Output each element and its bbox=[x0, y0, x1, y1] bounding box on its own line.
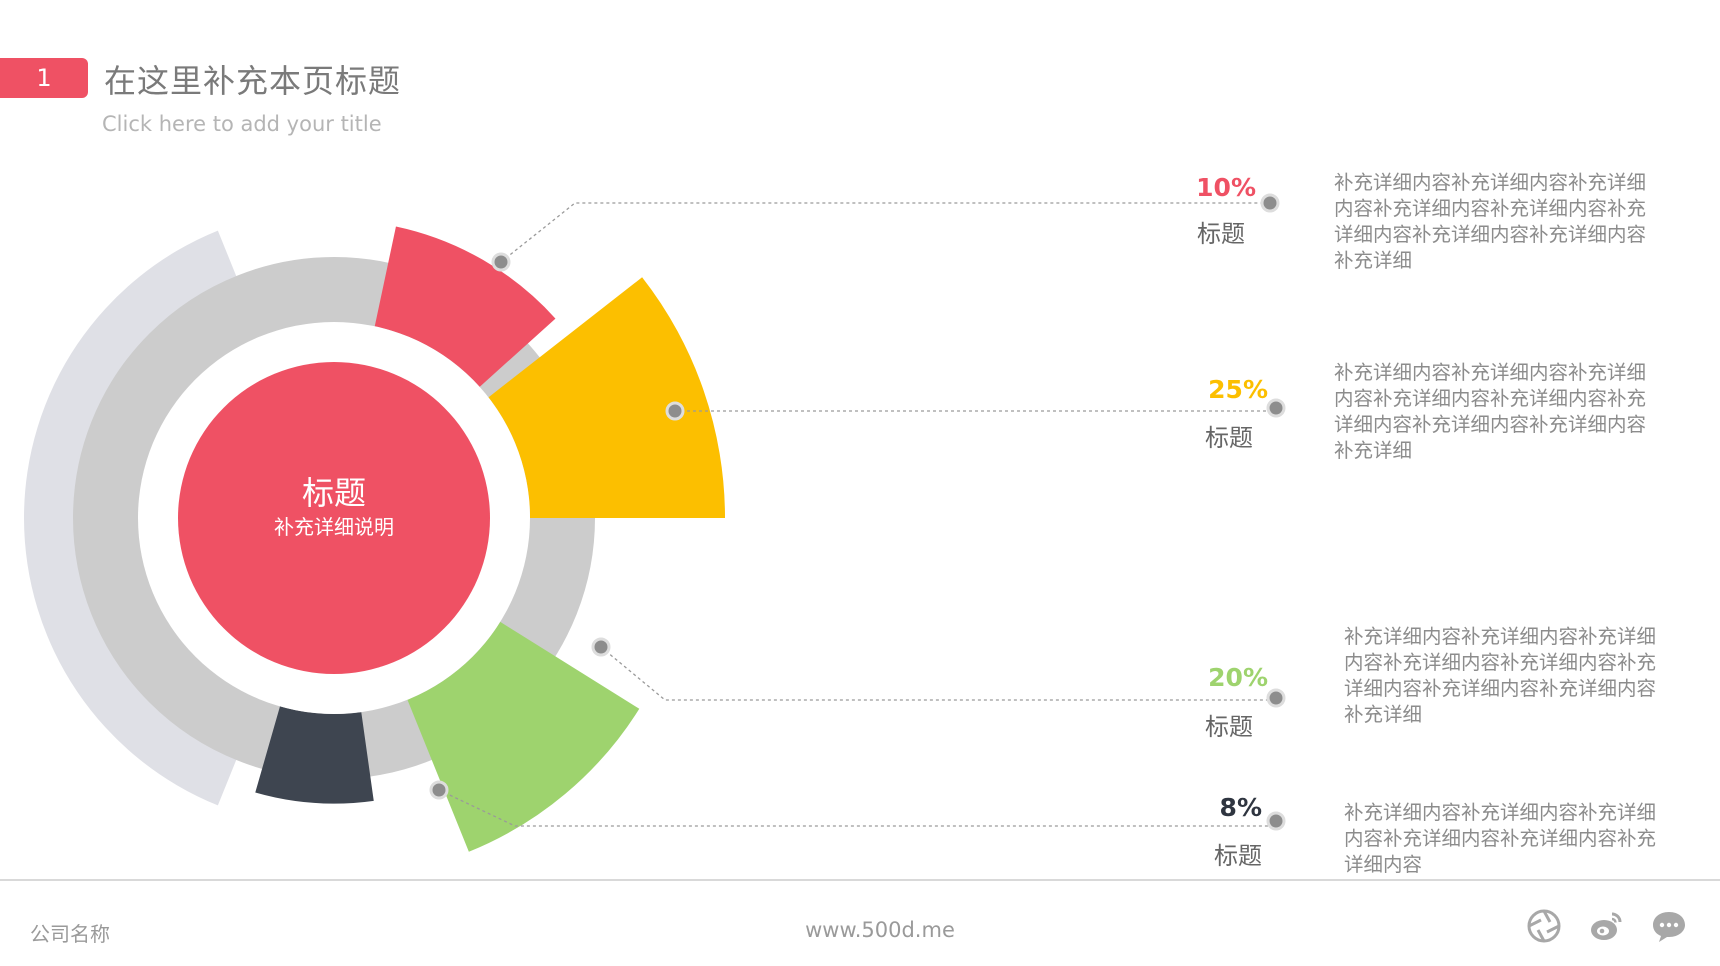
item-3-percent: 20% bbox=[1208, 663, 1268, 692]
item-1-title: 标题 bbox=[1197, 220, 1245, 248]
background-arc bbox=[23, 230, 261, 806]
leader-dots bbox=[429, 193, 1286, 831]
dot-2b bbox=[1266, 398, 1286, 418]
item-2-description: 补充详细内容补充详细内容补充详细内容补充详细内容补充详细内容补充详细内容补充详细… bbox=[1334, 361, 1647, 462]
page-subtitle[interactable]: Click here to add your title bbox=[102, 112, 382, 136]
center-title: 标题 bbox=[302, 474, 366, 512]
leader-line-1 bbox=[500, 202, 1270, 263]
dot-4b bbox=[1266, 811, 1286, 831]
dot-2a bbox=[665, 401, 685, 421]
dot-4a bbox=[429, 780, 449, 800]
segment-20-percent bbox=[407, 621, 640, 852]
item-4-title: 标题 bbox=[1214, 842, 1262, 870]
chat-bubble-icon[interactable] bbox=[1650, 908, 1688, 944]
item-4-percent: 8% bbox=[1219, 793, 1262, 822]
weibo-icon[interactable] bbox=[1588, 908, 1624, 944]
leader-lines bbox=[438, 202, 1276, 827]
center-subtitle: 补充详细说明 bbox=[274, 515, 394, 539]
center-disc bbox=[178, 362, 490, 674]
item-3-description: 补充详细内容补充详细内容补充详细内容补充详细内容补充详细内容补充详细内容补充详细… bbox=[1344, 625, 1657, 726]
segment-25-percent bbox=[488, 277, 725, 518]
dot-3b bbox=[1266, 688, 1286, 708]
page-title[interactable]: 在这里补充本页标题 bbox=[104, 62, 402, 100]
page-number-badge: 1 bbox=[0, 58, 88, 98]
dot-3a bbox=[591, 637, 611, 657]
dot-1a bbox=[491, 252, 511, 272]
dot-1b bbox=[1260, 193, 1280, 213]
item-2-title: 标题 bbox=[1205, 424, 1253, 452]
segment-10-percent bbox=[374, 226, 556, 387]
item-3-title: 标题 bbox=[1205, 713, 1253, 741]
item-2-percent: 25% bbox=[1208, 375, 1268, 404]
aperture-icon[interactable] bbox=[1526, 908, 1562, 944]
company-name: 公司名称 bbox=[30, 922, 110, 946]
website-link[interactable]: www.500d.me bbox=[805, 918, 955, 942]
item-1-description: 补充详细内容补充详细内容补充详细内容补充详细内容补充详细内容补充详细内容补充详细… bbox=[1334, 171, 1647, 272]
item-1-percent: 10% bbox=[1196, 173, 1256, 202]
item-4-description: 补充详细内容补充详细内容补充详细内容补充详细内容补充详细内容补充详细内容 bbox=[1344, 801, 1657, 876]
leader-line-4 bbox=[438, 789, 1276, 827]
footer-divider bbox=[0, 879, 1720, 881]
segment-8-percent bbox=[255, 706, 374, 804]
